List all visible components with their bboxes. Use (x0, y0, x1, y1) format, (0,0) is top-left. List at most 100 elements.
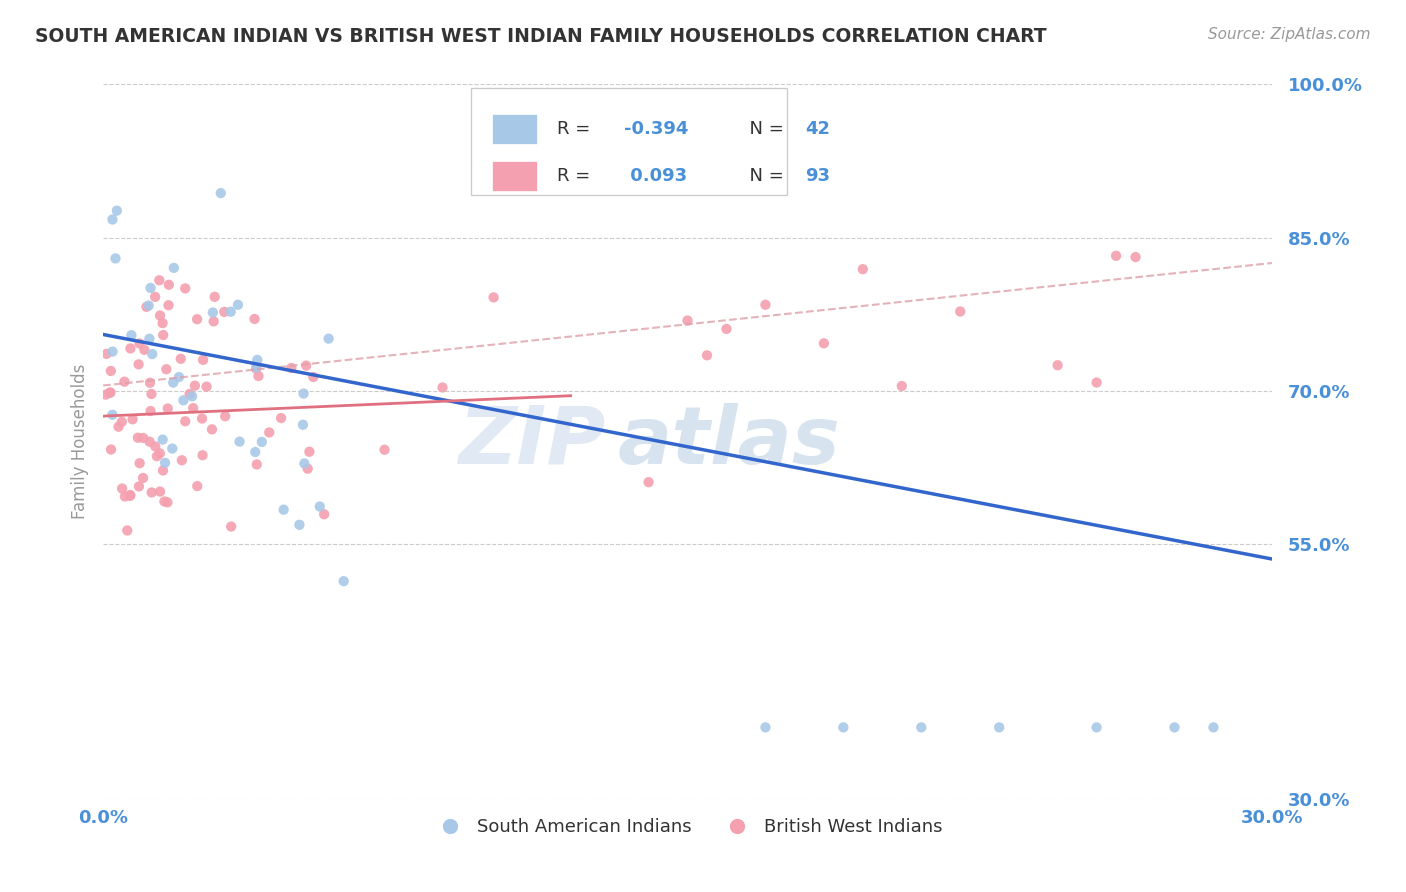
Text: N =: N = (738, 120, 789, 137)
Point (373, 442, 395, 457)
Point (1202, 720, 1225, 734)
FancyBboxPatch shape (492, 114, 537, 144)
Point (100, 364, 122, 378)
Legend: South American Indians, British West Indians: South American Indians, British West Ind… (425, 811, 950, 844)
Point (246, 458, 269, 472)
Point (212, 305, 235, 319)
Point (152, 328, 174, 343)
Text: Source: ZipAtlas.com: Source: ZipAtlas.com (1208, 27, 1371, 42)
Point (1125, 250, 1147, 264)
Point (292, 386, 315, 401)
Point (120, 342, 142, 356)
Point (155, 362, 177, 376)
Point (139, 376, 162, 390)
Point (314, 508, 336, 522)
Point (247, 369, 270, 384)
Point (288, 517, 311, 532)
Point (191, 448, 214, 462)
Point (153, 494, 176, 508)
Point (291, 417, 314, 432)
Text: 42: 42 (806, 120, 831, 137)
FancyBboxPatch shape (492, 161, 537, 191)
Point (949, 304, 972, 318)
FancyBboxPatch shape (471, 88, 787, 195)
Point (257, 425, 280, 440)
Text: 93: 93 (806, 167, 831, 185)
Point (179, 387, 201, 401)
Point (228, 434, 250, 449)
Point (162, 376, 184, 390)
Point (157, 277, 180, 292)
Text: N =: N = (738, 167, 789, 185)
Point (910, 720, 932, 734)
Point (280, 360, 302, 375)
Point (174, 281, 197, 295)
Point (226, 298, 249, 312)
Point (141, 485, 163, 500)
Point (754, 298, 776, 312)
Point (138, 299, 160, 313)
Point (146, 449, 169, 463)
Point (104, 252, 127, 266)
Point (209, 186, 232, 200)
Point (186, 312, 208, 326)
Point (111, 482, 134, 496)
Point (114, 375, 136, 389)
Point (101, 408, 124, 422)
Point (100, 442, 122, 457)
Point (135, 300, 157, 314)
Point (1163, 720, 1185, 734)
Point (295, 359, 318, 373)
Text: atlas: atlas (617, 402, 841, 481)
Point (852, 262, 875, 277)
Point (250, 434, 273, 449)
Point (676, 313, 699, 327)
Point (138, 332, 160, 346)
Point (120, 489, 142, 503)
Point (152, 463, 174, 477)
Point (195, 379, 218, 393)
Point (100, 385, 122, 400)
Point (890, 379, 912, 393)
Point (128, 357, 150, 371)
Point (202, 314, 225, 328)
Point (132, 431, 155, 445)
Point (149, 309, 172, 323)
Point (181, 389, 204, 403)
Point (128, 336, 150, 351)
Point (219, 519, 242, 533)
Point (139, 281, 162, 295)
Point (245, 360, 267, 375)
Point (186, 479, 208, 493)
Point (134, 343, 156, 357)
Point (153, 456, 176, 470)
Text: -0.394: -0.394 (624, 120, 689, 137)
Point (191, 352, 214, 367)
Point (245, 445, 267, 459)
Point (127, 431, 149, 445)
Point (297, 461, 319, 475)
Point (696, 348, 718, 362)
Point (96, 347, 118, 361)
Y-axis label: Family Households: Family Households (72, 364, 89, 519)
Point (219, 304, 242, 318)
Text: R =: R = (557, 167, 596, 185)
Point (105, 203, 128, 218)
Text: ZIP: ZIP (458, 402, 606, 481)
Point (637, 475, 659, 490)
Point (152, 316, 174, 330)
Point (139, 404, 162, 418)
Point (101, 344, 124, 359)
Point (245, 361, 267, 376)
Point (1046, 358, 1069, 372)
Point (292, 457, 315, 471)
Point (432, 380, 454, 394)
Point (1105, 249, 1128, 263)
Point (332, 574, 354, 589)
Point (172, 393, 194, 408)
Point (243, 312, 266, 326)
Point (111, 415, 134, 429)
Point (120, 488, 142, 502)
Point (128, 479, 150, 493)
Point (143, 290, 166, 304)
